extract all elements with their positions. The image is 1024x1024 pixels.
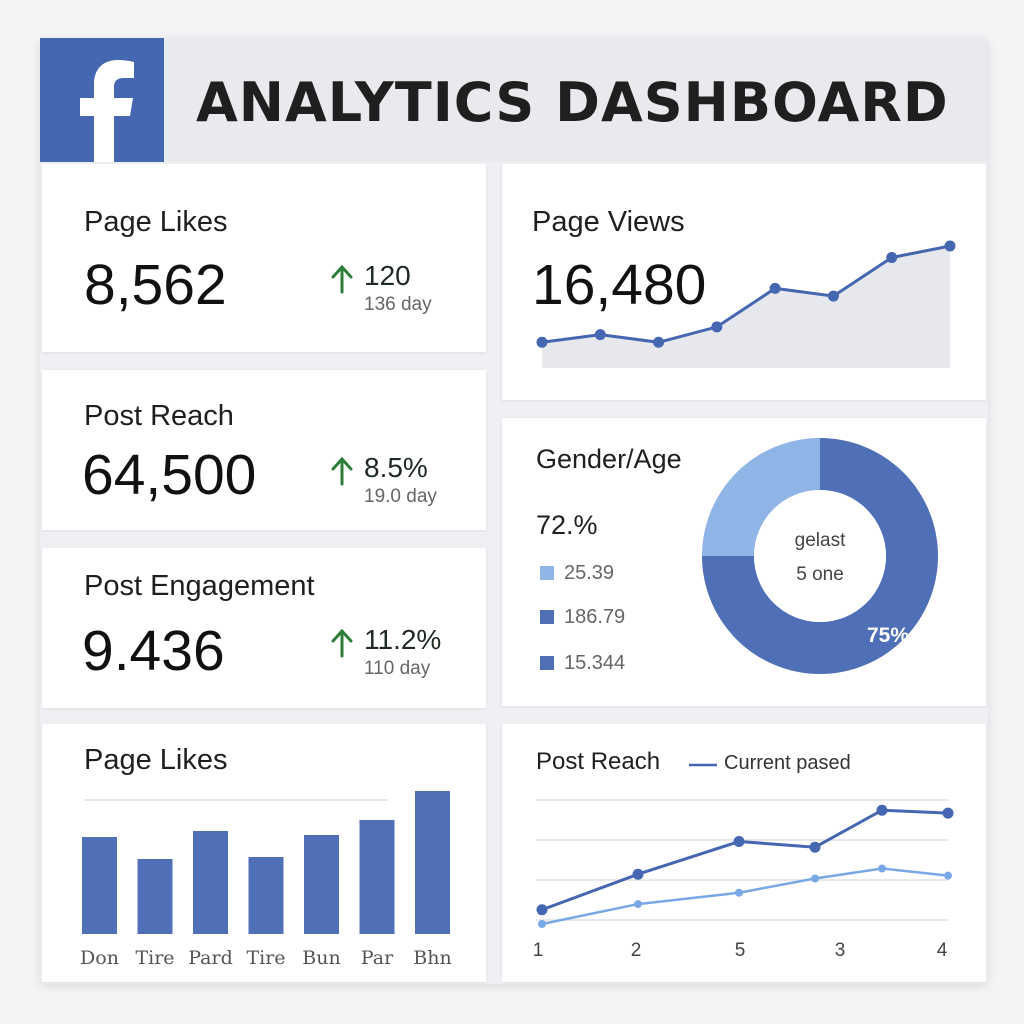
legend-swatch — [540, 656, 554, 670]
card-value: 16,480 — [532, 253, 707, 317]
delta-period: 110 day — [364, 658, 431, 679]
arrow-up-icon — [331, 264, 353, 294]
series-line — [541, 867, 949, 926]
pie-slice — [702, 438, 820, 556]
card-value: 9.436 — [82, 619, 225, 683]
x-tick-label: 1 — [533, 940, 544, 961]
card-label: Page Likes — [84, 206, 228, 238]
card-label: Post Engagement — [84, 570, 315, 602]
data-point — [827, 290, 839, 302]
data-point — [878, 864, 886, 873]
data-point — [876, 804, 888, 816]
delta-value: 120 — [364, 260, 411, 291]
arrow-up-icon — [331, 628, 353, 658]
area-fill — [542, 246, 950, 368]
delta-value: 11.2% — [364, 624, 442, 655]
series-line — [541, 808, 949, 912]
page-title: ANALYTICS DASHBOARD — [196, 71, 949, 134]
data-point — [538, 920, 546, 928]
data-point — [811, 874, 819, 883]
data-point — [886, 252, 898, 264]
gender-age-donut-chart: gelast 5 one 75% — [702, 438, 938, 674]
legend-text: 15.344 — [564, 652, 626, 674]
data-point — [594, 329, 606, 341]
page-likes-card[interactable]: Page Likes 8,562 120 136 day — [42, 164, 486, 352]
bar — [415, 791, 450, 934]
bar — [248, 857, 284, 934]
legend-swatch — [540, 610, 554, 624]
card-label: Post Reach — [536, 748, 661, 775]
x-tick-label: Pard — [188, 947, 233, 969]
card-label: Gender/Age — [536, 444, 682, 474]
data-point — [769, 282, 781, 294]
card-label: Post Reach — [84, 400, 234, 432]
slice-label: 75% — [867, 624, 909, 647]
post-reach-card[interactable]: Post Reach 64,500 8.5% 19.0 day — [42, 370, 486, 530]
legend-swatch — [540, 566, 554, 580]
data-point — [942, 807, 954, 819]
legend-text: 25.39 — [564, 562, 615, 584]
x-tick-label: 2 — [631, 940, 642, 961]
data-point — [711, 321, 723, 333]
card-value: 64,500 — [82, 443, 257, 507]
data-point — [944, 240, 956, 252]
data-point — [809, 841, 821, 853]
data-point — [634, 900, 642, 909]
page-likes-bar-chart: Don Tire Pard Tire Bun Par Bhn — [80, 791, 452, 969]
legend-text: 186.79 — [564, 606, 626, 628]
data-point — [536, 904, 548, 916]
data-point — [944, 871, 952, 880]
delta-period: 136 day — [364, 294, 432, 315]
data-point — [536, 336, 548, 348]
x-tick-label: Don — [80, 947, 119, 969]
x-tick-label: Bun — [302, 947, 340, 969]
page-views-line-chart — [536, 240, 956, 368]
gender-age-card[interactable]: Gender/Age 72.% 25.39 186.79 15.344 gela… — [502, 418, 986, 706]
legend-text: Current pased — [724, 752, 851, 774]
pie-slice — [702, 438, 938, 674]
series-line — [541, 244, 951, 344]
legend-line-swatch — [689, 763, 717, 767]
x-tick-label: Par — [361, 947, 394, 969]
arrow-up-icon — [331, 456, 353, 486]
bar — [82, 837, 117, 934]
card-label: Page Likes — [84, 744, 228, 776]
post-engagement-card[interactable]: Post Engagement 9.436 11.2% 110 day — [42, 548, 486, 708]
header-bar — [40, 38, 988, 162]
delta-period: 19.0 day — [364, 486, 437, 507]
card-value: 8,562 — [84, 253, 227, 317]
x-tick-label: 5 — [735, 940, 746, 961]
bar — [359, 820, 395, 934]
donut-center-line-1: gelast — [795, 530, 846, 551]
data-point — [632, 868, 644, 880]
x-tick-label: 3 — [835, 940, 846, 961]
bar — [304, 835, 339, 934]
x-tick-label: Tire — [246, 947, 285, 969]
post-reach-line-card[interactable]: Post Reach Current pased 1 2 5 3 4 — [502, 724, 986, 982]
x-tick-label: Bhn — [413, 947, 451, 969]
facebook-f-icon[interactable] — [40, 38, 164, 162]
page-likes-bar-card[interactable]: Page Likes Don Tire Pard Tire Bun Par Bhn — [42, 724, 486, 982]
delta-value: 8.5% — [364, 452, 428, 483]
gender-age-headline: 72.% — [536, 510, 598, 540]
post-reach-line-chart: 1 2 5 3 4 — [533, 799, 954, 961]
data-point — [733, 836, 745, 848]
data-point — [653, 336, 665, 348]
page-views-card[interactable]: Page Views 16,480 — [502, 164, 986, 400]
x-tick-label: 4 — [937, 940, 948, 961]
bar — [137, 859, 173, 934]
x-tick-label: Tire — [135, 947, 174, 969]
donut-hole — [754, 490, 886, 622]
bar — [193, 831, 228, 934]
donut-center-line-2: 5 one — [796, 564, 844, 585]
card-label: Page Views — [532, 206, 685, 238]
data-point — [735, 888, 743, 897]
